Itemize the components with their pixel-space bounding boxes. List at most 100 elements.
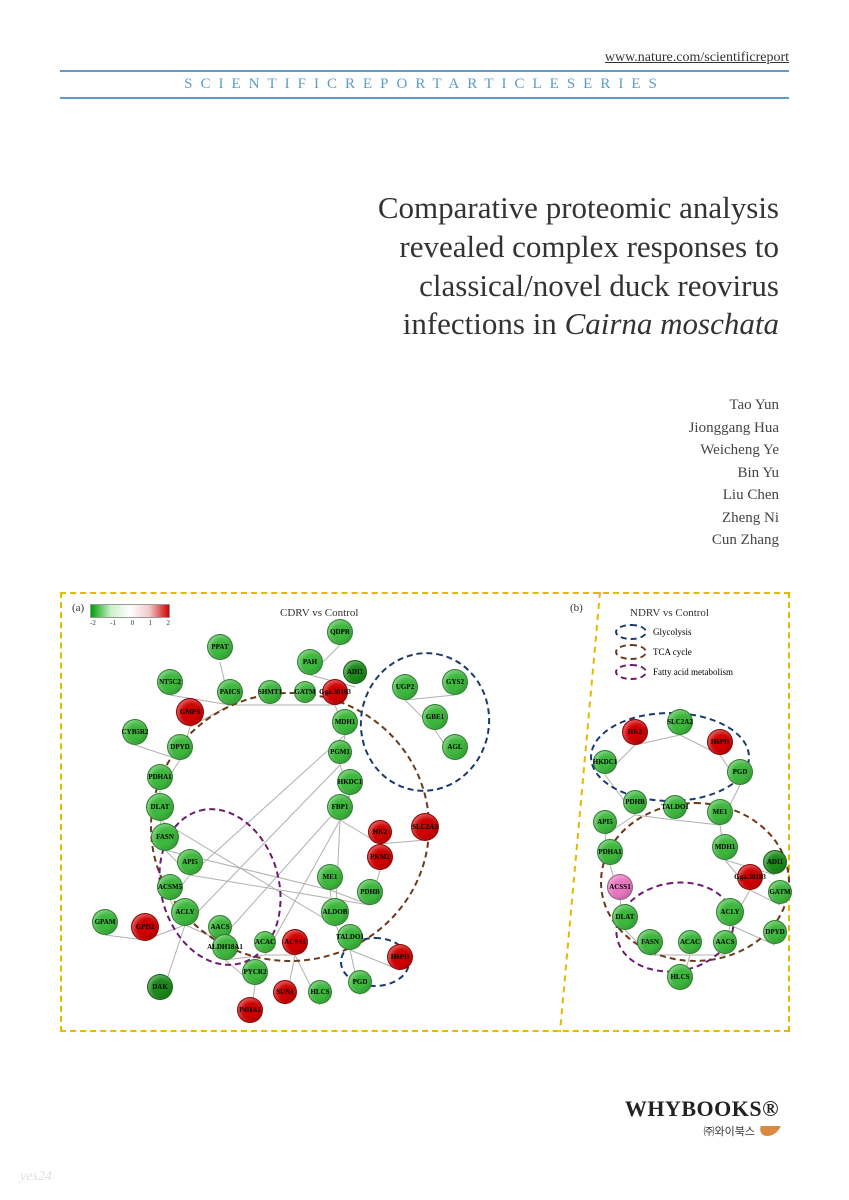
- network-node: GMPS: [176, 698, 204, 726]
- network-node: Gga.30193: [322, 679, 348, 705]
- watermark: yes24: [20, 1169, 52, 1185]
- title-line4a: infections in: [403, 306, 565, 341]
- network-node: Gga.30193: [737, 864, 763, 890]
- network-node: ACLY: [171, 898, 199, 926]
- network-node: P4HA1: [237, 997, 263, 1023]
- title-line1: Comparative proteomic analysis: [378, 190, 779, 225]
- legend-label: Glycolysis: [653, 627, 692, 637]
- authors-list: Tao YunJionggang HuaWeicheng YeBin YuLiu…: [60, 394, 789, 552]
- network-node: MDH1: [332, 709, 358, 735]
- title-line2: revealed complex responses to: [399, 229, 779, 264]
- network-node: HLCS: [667, 964, 693, 990]
- legend-label: TCA cycle: [653, 647, 692, 657]
- network-node: ACLY: [716, 898, 744, 926]
- network-node: GATM: [294, 681, 316, 703]
- colorbar-tick: 1: [149, 619, 153, 627]
- network-node: SUN1: [273, 980, 297, 1004]
- network-node: GPD2: [131, 913, 159, 941]
- network-node: HK2: [622, 719, 648, 745]
- network-node: QDPR: [327, 619, 353, 645]
- network-node: PYCR2: [242, 959, 268, 985]
- network-node: DLAT: [146, 793, 174, 821]
- network-node: TALDO1: [337, 924, 363, 950]
- author-name: Liu Chen: [60, 484, 779, 507]
- network-node: ME1: [707, 799, 733, 825]
- logo-sub-row: ㈜와이북스: [625, 1122, 779, 1140]
- author-name: Jionggang Hua: [60, 417, 779, 440]
- network-node: HKDC1: [593, 750, 617, 774]
- author-name: Tao Yun: [60, 394, 779, 417]
- author-name: Zheng Ni: [60, 507, 779, 530]
- network-node: PDHB: [357, 879, 383, 905]
- network-node: PGD: [348, 970, 372, 994]
- colorbar-gradient: [90, 604, 170, 618]
- logo-name: WHYBOOKS: [625, 1096, 762, 1121]
- colorbar: -2-1012: [90, 604, 170, 627]
- network-node: AGL: [442, 734, 468, 760]
- network-node: PDHB: [623, 790, 647, 814]
- network-node: ACSS1: [607, 874, 633, 900]
- paper-title: Comparative proteomic analysis revealed …: [260, 189, 779, 344]
- legend-label: Fatty acid metabolism: [653, 667, 733, 677]
- legend-item: TCA cycle: [615, 644, 692, 660]
- author-name: Cun Zhang: [60, 529, 779, 552]
- network-node: DAK: [147, 974, 173, 1000]
- title-line4b: Cairna moschata: [565, 306, 779, 341]
- network-node: H6PD: [387, 944, 413, 970]
- colorbar-ticks: -2-1012: [90, 619, 170, 627]
- network-node: DPYD: [763, 920, 787, 944]
- network-node: CYB5R2: [122, 719, 148, 745]
- page-root: www.nature.com/scientificreport SCIENTIF…: [0, 0, 849, 1200]
- network-node: ME1: [317, 864, 343, 890]
- legend-item: Glycolysis: [615, 624, 692, 640]
- network-node: MDH1: [712, 834, 738, 860]
- network-node: SLC2A2: [411, 813, 439, 841]
- network-node: UGP2: [392, 674, 418, 700]
- network-node: GPAM: [92, 909, 118, 935]
- panel-a-label: (a): [72, 602, 84, 614]
- network-node: PGM1: [328, 740, 352, 764]
- header-url: www.nature.com/scientificreport: [60, 50, 789, 66]
- author-name: Bin Yu: [60, 462, 779, 485]
- network-diagram: (a) CDRV vs Control (b) NDRV vs Control …: [60, 592, 790, 1032]
- publisher-logo: WHYBOOKS® ㈜와이북스: [625, 1096, 779, 1140]
- legend-swatch: [615, 664, 647, 680]
- logo-text: WHYBOOKS®: [625, 1096, 779, 1122]
- header-border: SCIENTIFICREPORTARTICLESERIES: [60, 70, 789, 99]
- network-node: ADI1: [343, 660, 367, 684]
- logo-sub: ㈜와이북스: [704, 1126, 755, 1138]
- network-node: PDHA1: [597, 839, 623, 865]
- network-node: PPAT: [207, 634, 233, 660]
- network-node: HK2: [368, 820, 392, 844]
- network-node: ADI1: [763, 850, 787, 874]
- legend-swatch: [615, 644, 647, 660]
- network-node: FASN: [151, 823, 179, 851]
- title-line3: classical/novel duck reovirus: [419, 268, 779, 303]
- network-node: HLCS: [308, 980, 332, 1004]
- author-name: Weicheng Ye: [60, 439, 779, 462]
- network-node: TALDO1: [663, 795, 687, 819]
- network-node: GATM: [768, 880, 792, 904]
- colorbar-tick: 0: [131, 619, 135, 627]
- colorbar-tick: -2: [90, 619, 96, 627]
- network-node: API5: [177, 849, 203, 875]
- network-node: ALDOB: [321, 898, 349, 926]
- network-node: PAH: [297, 649, 323, 675]
- logo-reg: ®: [762, 1096, 779, 1121]
- legend-swatch: [615, 624, 647, 640]
- network-node: GBE1: [422, 704, 448, 730]
- network-node: DLAT: [612, 904, 638, 930]
- series-label: SCIENTIFICREPORTARTICLESERIES: [60, 76, 789, 93]
- panel-b-title: NDRV vs Control: [630, 607, 709, 619]
- colorbar-tick: -1: [110, 619, 116, 627]
- network-node: SLC2A2: [667, 709, 693, 735]
- network-node: API5: [593, 810, 617, 834]
- legend-item: Fatty acid metabolism: [615, 664, 733, 680]
- network-node: PAICS: [217, 679, 243, 705]
- network-node: HKDC1: [337, 769, 363, 795]
- title-block: Comparative proteomic analysis revealed …: [260, 189, 789, 344]
- network-node: ALDH18A1: [212, 934, 238, 960]
- panel-a-title: CDRV vs Control: [280, 607, 358, 619]
- network-node: SHMT1: [258, 680, 282, 704]
- network-node: ACAC: [254, 931, 276, 953]
